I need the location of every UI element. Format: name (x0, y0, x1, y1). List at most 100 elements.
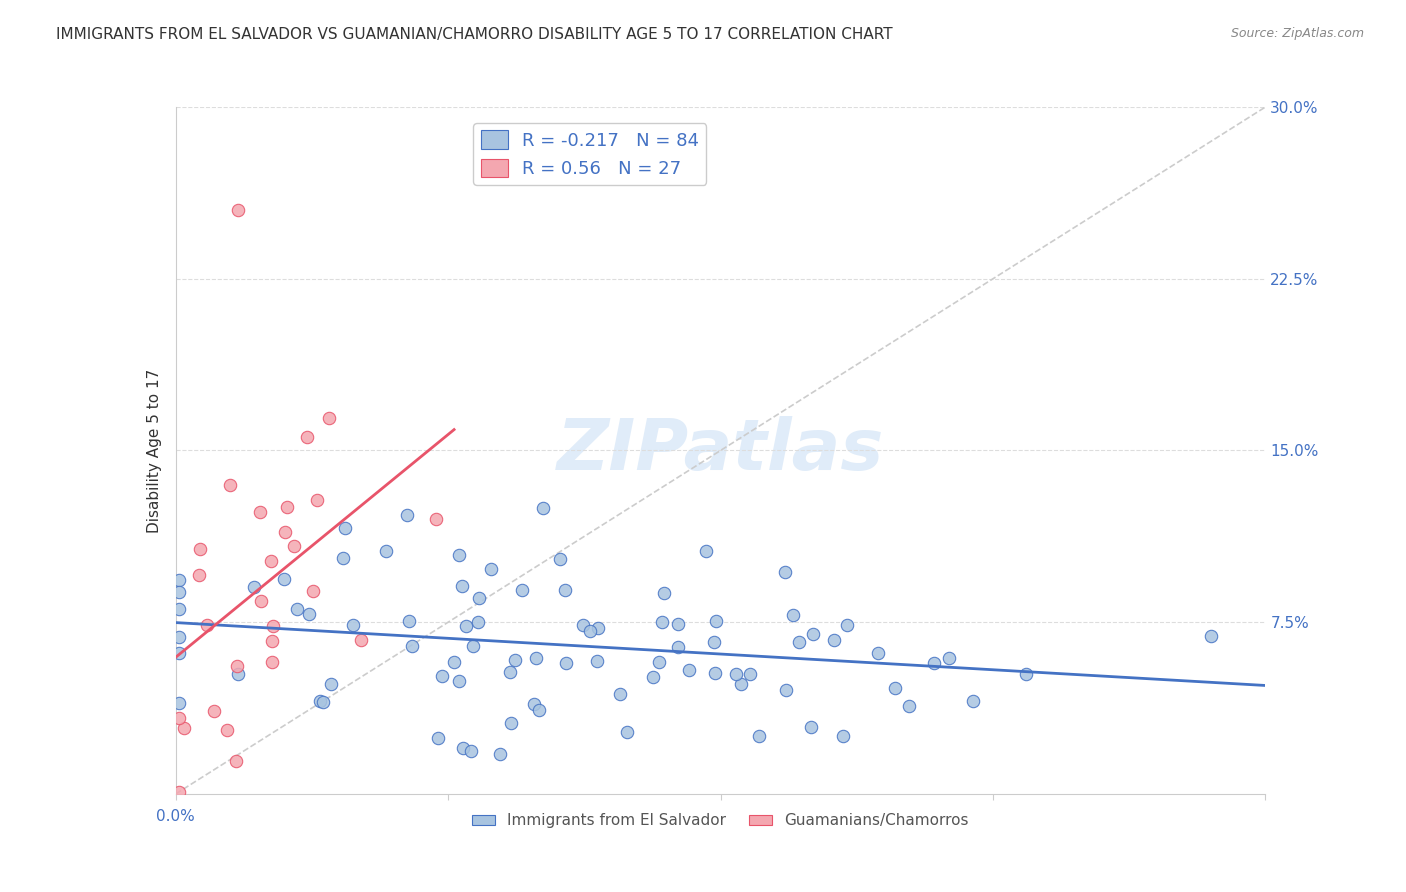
Point (342, 618, 364, 632)
Point (1199, 630, 1222, 644)
Point (499, 665, 522, 679)
Point (443, 655, 465, 669)
Point (195, 617, 218, 632)
Point (572, 618, 595, 632)
Point (666, 617, 689, 632)
Point (262, 619, 284, 633)
Text: Source: ZipAtlas.com: Source: ZipAtlas.com (1230, 27, 1364, 40)
Point (332, 551, 354, 566)
Point (704, 614, 727, 628)
Point (832, 729, 855, 743)
Point (703, 634, 725, 648)
Point (262, 634, 284, 648)
Point (283, 540, 305, 554)
Point (188, 542, 211, 557)
Point (503, 653, 526, 667)
Point (648, 655, 671, 669)
Point (801, 627, 824, 641)
Point (695, 544, 717, 558)
Point (460, 744, 482, 758)
Point (169, 696, 191, 710)
Point (678, 663, 700, 677)
Point (173, 721, 195, 735)
Point (866, 646, 889, 660)
Point (430, 669, 453, 683)
Point (398, 614, 420, 628)
Point (898, 698, 921, 713)
Point (425, 511, 447, 525)
Point (375, 544, 398, 558)
Point (312, 695, 335, 709)
Point (309, 694, 332, 708)
Point (479, 562, 502, 576)
Point (586, 621, 609, 635)
Point (787, 635, 810, 649)
Point (260, 554, 283, 568)
Point (527, 703, 550, 717)
Point (226, 203, 249, 218)
Point (531, 500, 554, 515)
Point (499, 716, 522, 731)
Point (262, 656, 284, 670)
Point (217, 723, 239, 737)
Point (938, 650, 960, 665)
Point (219, 477, 242, 491)
Point (468, 591, 491, 605)
Point (823, 633, 845, 648)
Point (461, 639, 484, 653)
Point (169, 573, 191, 587)
Point (666, 640, 689, 654)
Point (169, 784, 191, 798)
Point (169, 711, 191, 725)
Point (447, 548, 470, 562)
Point (748, 729, 770, 743)
Point (250, 594, 273, 608)
Point (225, 754, 247, 768)
Point (616, 724, 638, 739)
Point (273, 572, 295, 586)
Point (579, 624, 602, 638)
Point (800, 720, 823, 734)
Point (298, 607, 321, 621)
Point (962, 693, 984, 707)
Point (169, 585, 191, 599)
Point (451, 579, 474, 593)
Point (401, 639, 423, 653)
Point (652, 586, 675, 600)
Point (609, 687, 631, 701)
Y-axis label: Disability Age 5 to 17: Disability Age 5 to 17 (146, 368, 162, 533)
Point (447, 673, 470, 688)
Point (775, 683, 797, 698)
Point (333, 521, 356, 535)
Text: ZIPatlas: ZIPatlas (557, 416, 884, 485)
Point (782, 608, 804, 623)
Point (285, 601, 308, 615)
Point (703, 666, 725, 681)
Point (249, 505, 271, 519)
Point (297, 430, 319, 444)
Text: IMMIGRANTS FROM EL SALVADOR VS GUAMANIAN/CHAMORRO DISABILITY AGE 5 TO 17 CORRELA: IMMIGRANTS FROM EL SALVADOR VS GUAMANIAN… (56, 27, 893, 42)
Point (454, 619, 477, 633)
Point (276, 500, 298, 514)
Point (319, 677, 342, 691)
Point (243, 580, 266, 594)
Point (318, 411, 340, 425)
Point (1015, 666, 1038, 681)
Point (467, 615, 489, 630)
Point (884, 681, 907, 696)
Point (523, 697, 546, 711)
Point (273, 525, 295, 540)
Point (548, 551, 571, 566)
Point (651, 615, 673, 629)
Point (169, 646, 191, 660)
Point (169, 630, 191, 644)
Point (555, 657, 578, 671)
Point (188, 567, 211, 582)
Point (489, 747, 512, 761)
Point (524, 651, 547, 665)
Point (395, 508, 418, 523)
Point (835, 618, 858, 632)
Point (643, 670, 665, 684)
Point (226, 667, 249, 681)
Point (922, 656, 945, 670)
